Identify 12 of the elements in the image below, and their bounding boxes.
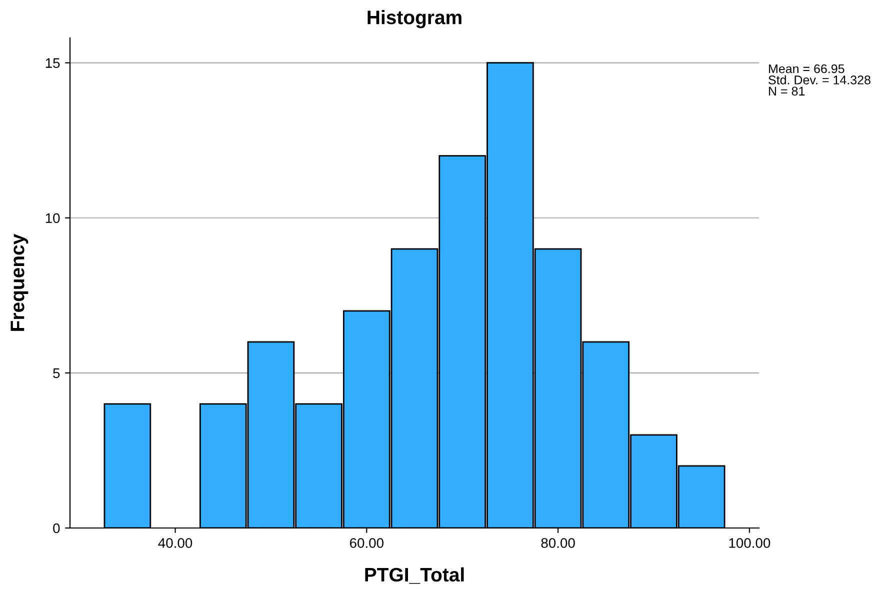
chart-title: Histogram	[368, 10, 462, 28]
y-tick-label: 5	[53, 368, 60, 378]
x-axis-title: PTGI_Total	[365, 567, 464, 584]
text: Mean = 66.95 Std. Dev. = 14.328 N = 81	[768, 64, 870, 96]
y-tick-label: 10	[46, 213, 60, 224]
y-tick-label: 15	[46, 58, 60, 68]
x-tick-label: 100.00	[729, 538, 770, 548]
x-tick-label: 80.00	[541, 538, 575, 548]
x-tick-label: 60.00	[350, 538, 384, 548]
x-tick-label: 40.00	[158, 538, 192, 548]
y-tick-label: 0	[53, 523, 60, 534]
y-axis-title: Frequency	[10, 234, 28, 331]
